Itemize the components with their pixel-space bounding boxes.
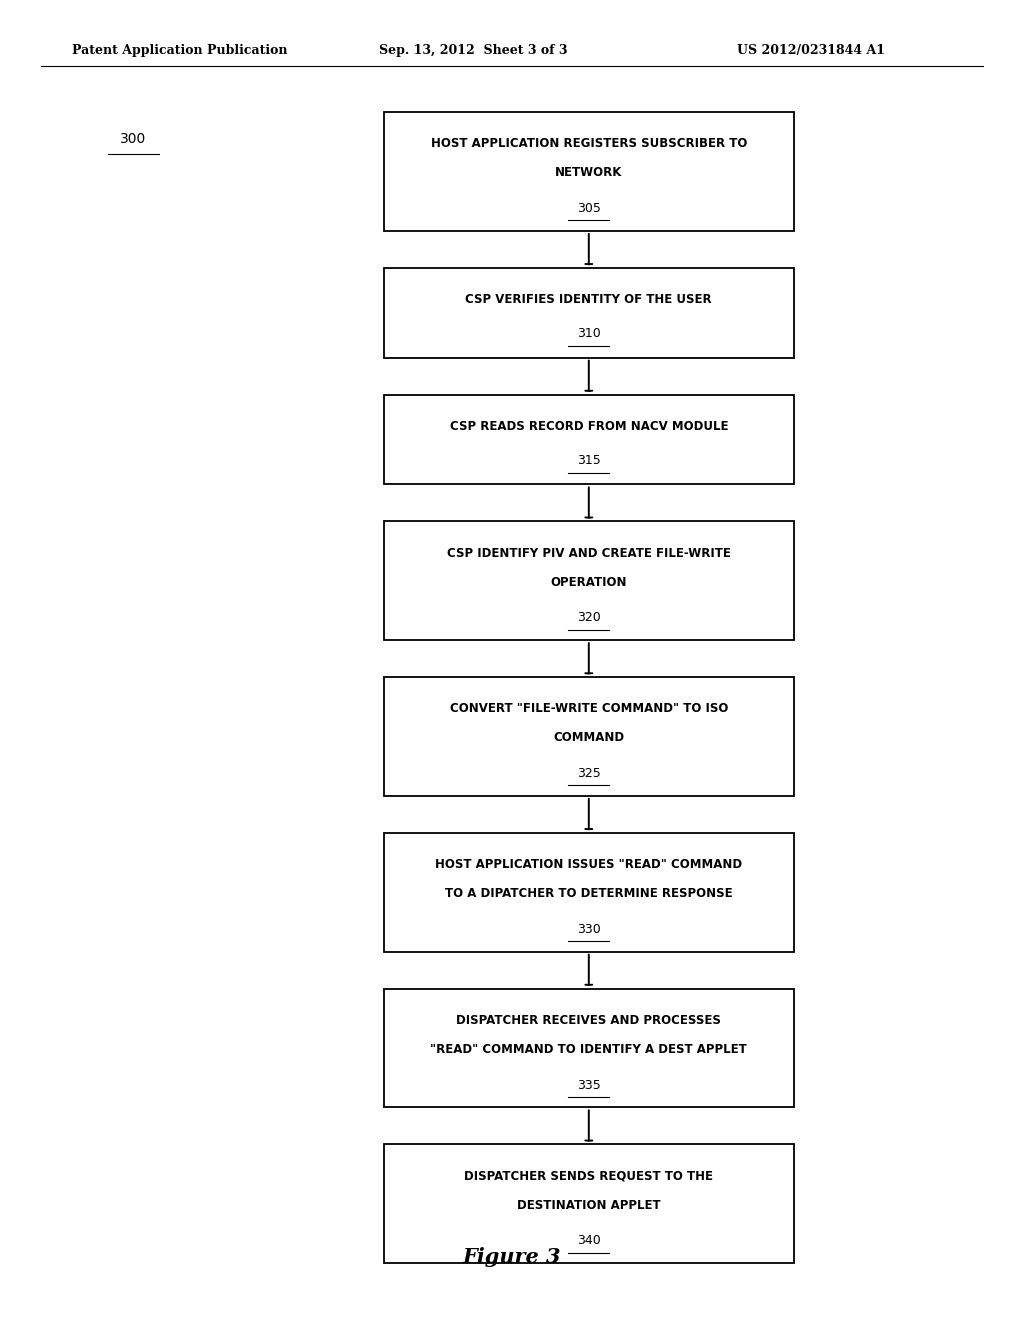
Text: HOST APPLICATION REGISTERS SUBSCRIBER TO: HOST APPLICATION REGISTERS SUBSCRIBER TO [431, 137, 746, 150]
FancyBboxPatch shape [384, 112, 794, 231]
Text: NETWORK: NETWORK [555, 166, 623, 180]
Text: CONVERT "FILE-WRITE COMMAND" TO ISO: CONVERT "FILE-WRITE COMMAND" TO ISO [450, 702, 728, 715]
Text: 340: 340 [577, 1234, 601, 1247]
Text: CSP IDENTIFY PIV AND CREATE FILE-WRITE: CSP IDENTIFY PIV AND CREATE FILE-WRITE [446, 546, 731, 560]
Text: US 2012/0231844 A1: US 2012/0231844 A1 [737, 44, 886, 57]
Text: 325: 325 [577, 767, 601, 780]
Text: 330: 330 [577, 923, 601, 936]
Text: 315: 315 [577, 454, 601, 467]
Text: OPERATION: OPERATION [551, 576, 627, 589]
Text: Sep. 13, 2012  Sheet 3 of 3: Sep. 13, 2012 Sheet 3 of 3 [379, 44, 567, 57]
FancyBboxPatch shape [384, 677, 794, 796]
FancyBboxPatch shape [384, 833, 794, 952]
Text: DESTINATION APPLET: DESTINATION APPLET [517, 1199, 660, 1212]
Text: CSP VERIFIES IDENTITY OF THE USER: CSP VERIFIES IDENTITY OF THE USER [466, 293, 712, 306]
FancyBboxPatch shape [384, 521, 794, 640]
FancyBboxPatch shape [384, 1144, 794, 1263]
Text: DISPATCHER SENDS REQUEST TO THE: DISPATCHER SENDS REQUEST TO THE [464, 1170, 714, 1183]
Text: Figure 3: Figure 3 [463, 1246, 561, 1267]
Text: 335: 335 [577, 1078, 601, 1092]
FancyBboxPatch shape [384, 989, 794, 1107]
Text: 305: 305 [577, 202, 601, 215]
Text: 300: 300 [120, 132, 146, 145]
Text: "READ" COMMAND TO IDENTIFY A DEST APPLET: "READ" COMMAND TO IDENTIFY A DEST APPLET [430, 1043, 748, 1056]
FancyBboxPatch shape [384, 268, 794, 358]
Text: COMMAND: COMMAND [553, 731, 625, 744]
Text: TO A DIPATCHER TO DETERMINE RESPONSE: TO A DIPATCHER TO DETERMINE RESPONSE [445, 887, 732, 900]
Text: CSP READS RECORD FROM NACV MODULE: CSP READS RECORD FROM NACV MODULE [450, 420, 728, 433]
Text: 320: 320 [577, 611, 601, 624]
Text: HOST APPLICATION ISSUES "READ" COMMAND: HOST APPLICATION ISSUES "READ" COMMAND [435, 858, 742, 871]
Text: Patent Application Publication: Patent Application Publication [72, 44, 287, 57]
Text: DISPATCHER RECEIVES AND PROCESSES: DISPATCHER RECEIVES AND PROCESSES [457, 1014, 721, 1027]
Text: 310: 310 [577, 327, 601, 341]
FancyBboxPatch shape [384, 395, 794, 484]
